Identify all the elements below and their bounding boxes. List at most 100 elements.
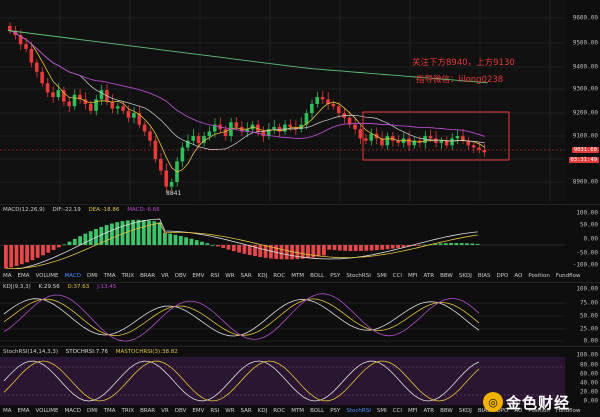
kdj-chart[interactable]: [0, 291, 565, 345]
indicator-tab-trix[interactable]: TRIX: [121, 273, 135, 279]
indicator-tab-kdj[interactable]: KDJ: [257, 273, 268, 279]
indicator-tab-ma[interactable]: MA: [3, 408, 12, 414]
indicator-tab-macd[interactable]: MACD: [64, 408, 82, 414]
indicator-tab-tma[interactable]: TMA: [103, 273, 116, 279]
stochrsi-pane: StochRSI(14,14,3,3) STOCHRSI:7.76 MASTOC…: [0, 346, 600, 405]
macd-histogram-bar: [417, 245, 422, 246]
indicator-tab-sar[interactable]: SAR: [240, 273, 252, 279]
indicator-tab-position[interactable]: Position: [528, 408, 550, 414]
candle-body: [78, 94, 82, 100]
macd-histogram-bar: [284, 245, 289, 260]
indicator-tab-macd[interactable]: MACD: [64, 273, 82, 279]
indicator-tab-wr[interactable]: WR: [225, 273, 235, 279]
indicator-tab-smi[interactable]: SMI: [376, 273, 387, 279]
indicator-tab-atr[interactable]: ATR: [423, 273, 435, 279]
indicator-tab-boll[interactable]: BOLL: [310, 273, 325, 279]
candle-body: [196, 136, 201, 143]
macd-histogram-bar: [83, 233, 88, 245]
indicator-tab-emv[interactable]: EMV: [192, 273, 205, 279]
candle-body: [121, 106, 125, 111]
indicator-tab-tma[interactable]: TMA: [103, 408, 116, 414]
candlestick-plot[interactable]: 关注下方8940，上方9130 指导微信：lilong0238 8841: [0, 0, 565, 202]
indicator-tab-wr[interactable]: WR: [225, 408, 235, 414]
indicator-tab-mtm[interactable]: MTM: [291, 273, 305, 279]
candle-body: [347, 117, 352, 125]
indicator-tab-psy[interactable]: PSY: [330, 273, 341, 279]
indicator-tab-ma[interactable]: MA: [3, 273, 12, 279]
candlestick-chart[interactable]: [0, 0, 565, 202]
macd-tick: -50.00: [576, 249, 598, 257]
indicator-tab-position[interactable]: Position: [528, 273, 550, 279]
macd-chart[interactable]: [0, 215, 565, 271]
candle-body: [304, 113, 309, 125]
indicator-tab-stochrsi[interactable]: StochRSI: [346, 273, 371, 279]
indicator-tab-bias[interactable]: BIAS: [477, 273, 491, 279]
price-tick: 9300.00: [572, 85, 598, 93]
indicator-tab-brar[interactable]: BRAR: [140, 408, 156, 414]
kdj-plot[interactable]: [0, 291, 565, 345]
macd-histogram-bar: [253, 245, 257, 257]
indicator-tab-rsi[interactable]: RSI: [210, 273, 220, 279]
candle-body: [434, 138, 438, 143]
indicator-tab-emv[interactable]: EMV: [192, 408, 205, 414]
indicator-tab-obv[interactable]: OBV: [174, 408, 187, 414]
indicator-tab-roc[interactable]: ROC: [273, 273, 286, 279]
candle-body: [223, 129, 228, 137]
macd-histogram-bar: [396, 245, 400, 248]
kdj-tick: 25.00: [579, 325, 598, 333]
indicator-tab-vr[interactable]: VR: [161, 273, 169, 279]
macd-plot[interactable]: [0, 215, 565, 271]
indicator-tab-ema[interactable]: EMA: [17, 273, 30, 279]
indicator-tab-fundflow[interactable]: Fundflow: [555, 273, 581, 279]
indicator-tab-vr[interactable]: VR: [161, 408, 169, 414]
macd-histogram-bar: [348, 245, 353, 251]
indicator-tab-brar[interactable]: BRAR: [140, 273, 156, 279]
indicator-tab-dmi[interactable]: DMI: [87, 273, 98, 279]
macd-histogram-bar: [390, 245, 395, 249]
macd-histogram-bar: [470, 243, 475, 245]
indicator-tab-bbw[interactable]: BBW: [440, 408, 453, 414]
macd-dif-line: [5, 218, 478, 271]
indicator-tab-dmi[interactable]: DMI: [87, 408, 98, 414]
indicator-tab-trix[interactable]: TRIX: [121, 408, 135, 414]
indicator-tab-stochrsi[interactable]: StochRSI: [346, 408, 371, 414]
indicator-tab-obv[interactable]: OBV: [174, 273, 187, 279]
indicator-tab-smi[interactable]: SMI: [376, 408, 387, 414]
indicator-tab-bar-bottom: MA EMA VOLUME MACD DMI TMA TRIX BRAR VR OBV EMV RSI…: [0, 405, 583, 417]
indicator-tab-volume[interactable]: VOLUME: [35, 408, 59, 414]
indicator-tab-volume[interactable]: VOLUME: [35, 273, 59, 279]
macd-histogram-bar: [443, 243, 448, 245]
indicator-tab-sar[interactable]: SAR: [240, 408, 252, 414]
indicator-tab-cci[interactable]: CCI: [392, 273, 403, 279]
indicator-tab-ao[interactable]: AO: [514, 273, 523, 279]
candle-body: [169, 182, 174, 187]
indicator-tab-skdj[interactable]: SKDJ: [458, 273, 472, 279]
indicator-tab-skdj[interactable]: SKDJ: [458, 408, 472, 414]
macd-histogram-bar: [290, 245, 294, 260]
indicator-tab-atr[interactable]: ATR: [423, 408, 435, 414]
indicator-tab-boll[interactable]: BOLL: [310, 408, 325, 414]
indicator-tab-rsi[interactable]: RSI: [210, 408, 220, 414]
indicator-tab-dpo[interactable]: DPO: [496, 408, 509, 414]
stochrsi-chart[interactable]: [0, 357, 565, 405]
indicator-tab-mfi[interactable]: MFI: [408, 408, 418, 414]
indicator-tab-ao[interactable]: AO: [514, 408, 523, 414]
stochrsi-plot[interactable]: [0, 357, 565, 405]
indicator-tab-bias[interactable]: BIAS: [477, 408, 491, 414]
indicator-tab-bbw[interactable]: BBW: [440, 273, 453, 279]
kdj-pane: KDJ(9,3,3) K:29.56 D:37.63 J:13.45 100.0…: [0, 282, 600, 345]
indicator-tab-fundflow[interactable]: Fundflow: [555, 408, 581, 414]
indicator-tab-roc[interactable]: ROC: [273, 408, 286, 414]
candle-body: [482, 149, 487, 153]
macd-histogram-bar: [35, 245, 40, 258]
macd-histogram-bar: [375, 245, 379, 251]
indicator-tab-ema[interactable]: EMA: [17, 408, 30, 414]
indicator-tab-cci[interactable]: CCI: [392, 408, 403, 414]
indicator-tab-mtm[interactable]: MTM: [291, 408, 305, 414]
indicator-tab-mfi[interactable]: MFI: [408, 273, 418, 279]
indicator-tab-dpo[interactable]: DPO: [496, 273, 509, 279]
macd-histogram-bar: [279, 245, 284, 260]
candle-body: [18, 35, 23, 45]
indicator-tab-kdj[interactable]: KDJ: [257, 408, 268, 414]
indicator-tab-psy[interactable]: PSY: [330, 408, 341, 414]
